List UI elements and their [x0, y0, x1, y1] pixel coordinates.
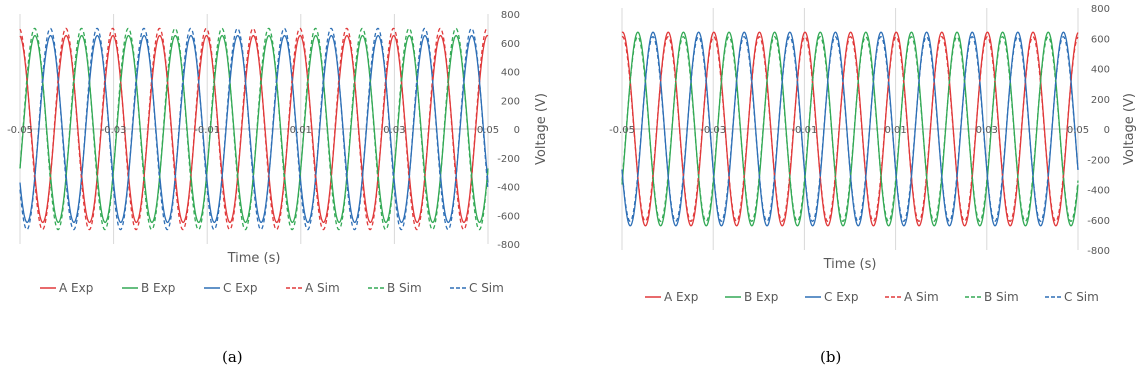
x-tick-label: 0.05 — [1067, 125, 1089, 136]
y-tick-label: 600 — [501, 39, 520, 50]
legend-label: B Sim — [984, 290, 1019, 304]
y-tick-label: 400 — [1091, 65, 1110, 76]
y-tick-label: -600 — [497, 211, 520, 222]
series-c-sim — [621, 36, 1079, 222]
x-tick-label: 0.05 — [477, 125, 499, 136]
y-tick-label: -200 — [497, 154, 520, 165]
caption-b: (b) — [820, 348, 842, 366]
legend-label: C Sim — [1064, 290, 1099, 304]
legend-label: A Sim — [305, 281, 340, 295]
x-tick-label: -0.05 — [7, 125, 33, 136]
chart-panel-a: -0.05 -0.03 -0.01 0.01 0.03 0.05 800 600 400 200 0… — [7, 10, 549, 295]
y-tick-label: 400 — [501, 68, 520, 79]
x-tick-label: -0.01 — [791, 125, 817, 136]
y-tick-label: -400 — [497, 183, 520, 194]
legend-label: A Exp — [664, 290, 698, 304]
y-tick-label: 800 — [501, 10, 520, 21]
y-tick-label: 600 — [1091, 34, 1110, 45]
y-tick-label: 200 — [1091, 95, 1110, 106]
x-tick-label: -0.01 — [194, 125, 220, 136]
legend-label: A Exp — [59, 281, 93, 295]
legend-label: C Sim — [469, 281, 504, 295]
legend-label: B Exp — [744, 290, 778, 304]
x-tick-label: 0.01 — [290, 125, 312, 136]
x-tick-label: -0.03 — [700, 125, 726, 136]
y-tick-label: -800 — [1087, 246, 1110, 257]
series-a-exp — [621, 31, 1079, 227]
series-c-sim — [19, 27, 489, 231]
x-axis-label: Time (s) — [227, 251, 281, 266]
legend-label: B Sim — [387, 281, 422, 295]
y-tick-label: 0 — [1104, 125, 1110, 136]
legend-label: A Sim — [904, 290, 939, 304]
series-b-exp — [19, 34, 489, 224]
series-a-sim — [621, 36, 1079, 222]
y-tick-label: -400 — [1087, 186, 1110, 197]
y-axis-label: Voltage (V) — [534, 93, 549, 165]
y-axis-label: Voltage (V) — [1122, 93, 1137, 165]
y-tick-label: 800 — [1091, 4, 1110, 15]
y-tick-label: -200 — [1087, 155, 1110, 166]
x-tick-label: 0.03 — [976, 125, 998, 136]
x-tick-label: -0.05 — [609, 125, 635, 136]
series-a-sim — [19, 27, 489, 231]
y-tick-label: -600 — [1087, 216, 1110, 227]
chart-panel-b: -0.05 -0.03 -0.01 0.01 0.03 0.05 800 600 400 200 0… — [609, 4, 1137, 304]
x-tick-label: 0.01 — [884, 125, 906, 136]
legend-label: C Exp — [223, 281, 258, 295]
caption-a: (a) — [222, 348, 243, 366]
x-tick-label: -0.03 — [101, 125, 127, 136]
series-b-sim — [621, 36, 1079, 222]
y-tick-label: 0 — [514, 125, 520, 136]
y-tick-label: -800 — [497, 240, 520, 251]
legend-label: C Exp — [824, 290, 859, 304]
x-tick-label: 0.03 — [383, 125, 405, 136]
y-tick-label: 200 — [501, 96, 520, 107]
x-axis-label: Time (s) — [823, 257, 877, 272]
legend-label: B Exp — [141, 281, 175, 295]
